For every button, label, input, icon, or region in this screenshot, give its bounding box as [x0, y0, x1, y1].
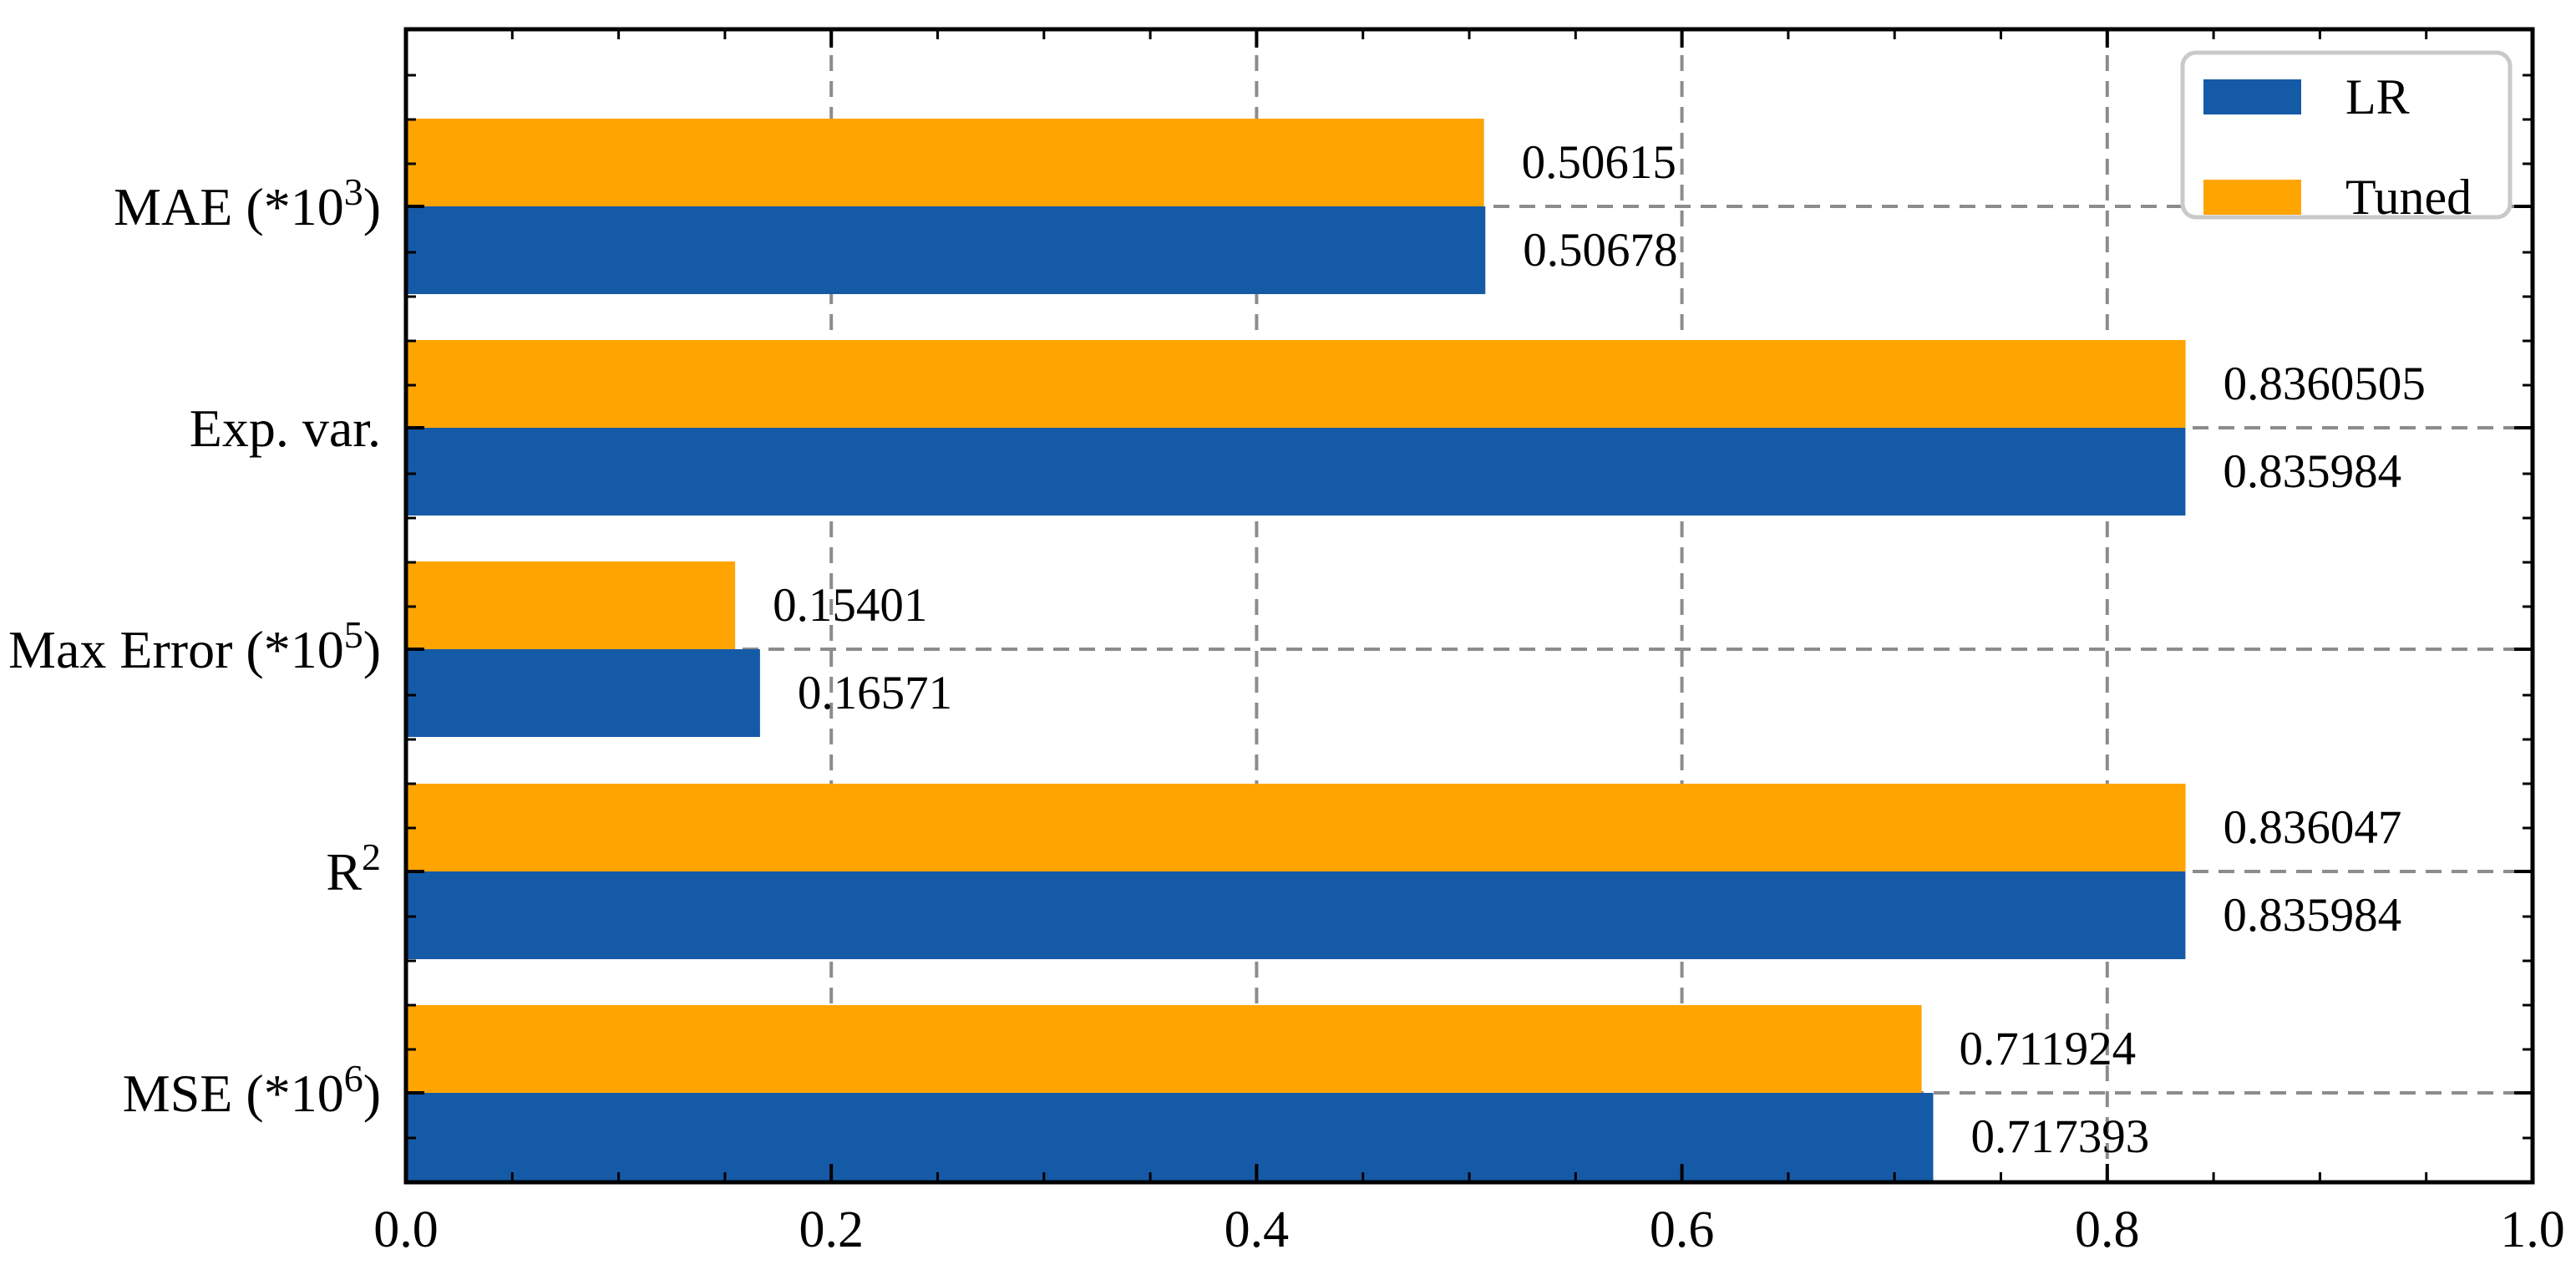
- bar-value-label: 0.835984: [2223, 889, 2401, 942]
- x-tick-label: 1.0: [2500, 1201, 2565, 1258]
- bar-tuned-1: [408, 340, 2186, 428]
- x-tick-label: 0.6: [1650, 1201, 1715, 1258]
- legend-label-tuned: Tuned: [2345, 170, 2472, 225]
- y-category-label-3: R2: [326, 836, 381, 902]
- bar-value-label: 0.50678: [1523, 224, 1677, 277]
- bar-value-label: 0.836047: [2224, 801, 2402, 854]
- y-category-label-0: MAE (*103): [114, 170, 381, 236]
- bar-value-label: 0.16571: [798, 667, 952, 719]
- bar-lr-4: [408, 1093, 1934, 1181]
- y-category-label-2: Max Error (*105): [8, 613, 381, 679]
- bar-tuned-0: [408, 119, 1484, 206]
- bar-lr-3: [408, 871, 2186, 959]
- bar-tuned-3: [408, 784, 2186, 871]
- bar-tuned-2: [408, 561, 736, 649]
- bar-value-label: 0.717393: [1970, 1110, 2149, 1163]
- legend: LR Tuned: [2180, 50, 2513, 225]
- x-tick-label: 0.2: [799, 1201, 864, 1258]
- x-tick-label: 0.4: [1225, 1201, 1290, 1258]
- legend-label-lr: LR: [2345, 69, 2410, 124]
- legend-swatch-lr: [2203, 79, 2301, 114]
- bar-tuned-4: [408, 1005, 1922, 1093]
- bar-lr-2: [408, 649, 760, 737]
- bar-value-label: 0.8360505: [2224, 358, 2426, 410]
- bar-value-label: 0.15401: [773, 579, 927, 632]
- bar-value-label: 0.50615: [1522, 136, 1676, 189]
- y-category-label-1: Exp. var.: [190, 399, 381, 458]
- x-tick-label: 0.8: [2075, 1201, 2140, 1258]
- legend-swatch-tuned: [2203, 180, 2301, 215]
- y-category-label-4: MSE (*106): [123, 1057, 381, 1123]
- bar-lr-1: [408, 428, 2186, 516]
- bar-lr-0: [408, 206, 1486, 294]
- bar-value-label: 0.835984: [2223, 445, 2401, 498]
- x-tick-label: 0.0: [373, 1201, 439, 1258]
- bar-value-label: 0.711924: [1960, 1023, 2137, 1075]
